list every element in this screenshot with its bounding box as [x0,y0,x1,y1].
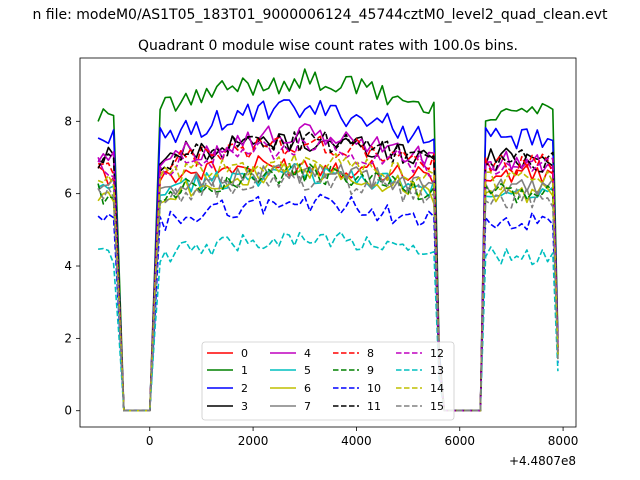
legend-label-12: 12 [430,347,444,360]
x-tick-label: 2000 [238,434,269,448]
y-tick-label: 8 [64,114,72,128]
x-tick-label: 6000 [444,434,475,448]
x-tick-label: 0 [146,434,154,448]
legend-label-15: 15 [430,400,444,413]
legend-label-9: 9 [367,364,374,377]
chart-title: Quadrant 0 module wise count rates with … [138,38,518,54]
series-line-9 [97,162,559,412]
series-line-15 [97,171,559,412]
legend-box [201,341,455,421]
x-tick-label: 8000 [548,434,579,448]
legend-label-4: 4 [304,347,311,360]
legend-label-3: 3 [241,400,248,413]
series-line-10 [97,193,559,412]
chart-suptitle: n file: modeM0/AS1T05_183T01_9000006124_… [32,7,608,23]
legend-label-5: 5 [304,364,311,377]
legend-label-0: 0 [241,347,248,360]
legend-label-10: 10 [367,382,381,395]
legend-label-11: 11 [367,400,381,413]
legend-label-2: 2 [241,382,248,395]
x-tick-label: 4000 [341,434,372,448]
axis-ticks: 0 2000 4000 6000 8000 0 2 4 6 8 [64,114,578,448]
legend-label-1: 1 [241,364,248,377]
series-line-11 [97,130,559,412]
x-offset-label: +4.4807e8 [509,454,576,468]
y-tick-label: 0 [64,404,72,418]
series-line-14 [97,152,559,412]
y-tick-label: 4 [64,259,72,273]
y-tick-label: 6 [64,187,72,201]
axes-frame [79,57,577,428]
legend-label-14: 14 [430,382,444,395]
y-tick-label: 2 [64,331,72,345]
legend-label-7: 7 [304,400,311,413]
legend-label-8: 8 [367,347,374,360]
legend-label-13: 13 [430,364,444,377]
legend-label-6: 6 [304,382,311,395]
series-lines [97,68,559,412]
